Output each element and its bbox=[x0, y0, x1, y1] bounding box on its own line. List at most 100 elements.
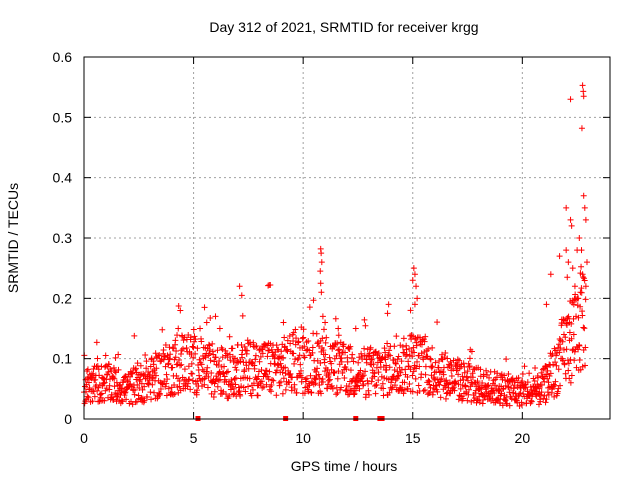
x-tick-label: 10 bbox=[295, 430, 311, 446]
data-point bbox=[280, 319, 287, 326]
data-point bbox=[198, 361, 205, 368]
data-point bbox=[452, 380, 459, 387]
data-point bbox=[531, 377, 538, 384]
data-point bbox=[282, 364, 289, 371]
data-point bbox=[179, 345, 186, 352]
data-point bbox=[413, 342, 420, 349]
data-point bbox=[143, 365, 150, 372]
data-point bbox=[359, 356, 366, 363]
data-point bbox=[567, 216, 574, 223]
data-point bbox=[223, 391, 230, 398]
data-point bbox=[252, 352, 259, 359]
data-point bbox=[151, 369, 158, 376]
data-point bbox=[474, 378, 481, 385]
data-point bbox=[315, 371, 322, 378]
data-point bbox=[414, 358, 421, 365]
data-point bbox=[280, 375, 287, 382]
data-point bbox=[392, 360, 399, 367]
data-point bbox=[505, 370, 512, 377]
data-point bbox=[566, 375, 573, 382]
data-point bbox=[328, 360, 335, 367]
data-point bbox=[538, 389, 545, 396]
data-point bbox=[204, 384, 211, 391]
data-point bbox=[279, 369, 286, 376]
data-point bbox=[386, 347, 393, 354]
data-point bbox=[113, 379, 120, 386]
data-point bbox=[334, 375, 341, 382]
data-point bbox=[432, 359, 439, 366]
data-point bbox=[139, 386, 146, 393]
data-point bbox=[431, 375, 438, 382]
data-point bbox=[333, 391, 340, 398]
data-point bbox=[494, 396, 501, 403]
data-point bbox=[285, 367, 292, 374]
data-point bbox=[326, 354, 333, 361]
data-point bbox=[562, 334, 569, 341]
data-point bbox=[581, 277, 588, 284]
data-point bbox=[394, 356, 401, 363]
data-point bbox=[208, 390, 215, 397]
data-point bbox=[539, 366, 546, 373]
data-point bbox=[400, 335, 407, 342]
x-tick-label: 15 bbox=[405, 430, 421, 446]
data-point bbox=[580, 324, 587, 331]
plot-frame bbox=[83, 56, 611, 420]
data-point bbox=[565, 367, 572, 374]
data-point bbox=[350, 358, 357, 365]
data-point bbox=[411, 362, 418, 369]
data-point bbox=[277, 378, 284, 385]
data-point bbox=[402, 366, 409, 373]
data-point bbox=[429, 344, 436, 351]
data-point bbox=[362, 322, 369, 329]
data-point bbox=[227, 386, 234, 393]
data-point bbox=[286, 379, 293, 386]
data-point bbox=[203, 319, 210, 326]
data-point bbox=[210, 394, 217, 401]
data-point bbox=[391, 343, 398, 350]
data-point bbox=[84, 366, 91, 373]
data-point bbox=[407, 366, 414, 373]
data-point bbox=[306, 304, 313, 311]
data-point bbox=[149, 381, 156, 388]
data-point bbox=[358, 350, 365, 357]
data-point bbox=[328, 382, 335, 389]
data-point bbox=[322, 351, 329, 358]
data-point bbox=[145, 369, 152, 375]
data-point bbox=[528, 398, 535, 405]
data-point bbox=[339, 370, 346, 377]
data-point bbox=[196, 356, 203, 363]
data-point bbox=[181, 366, 188, 373]
data-point bbox=[491, 368, 498, 375]
data-point bbox=[410, 265, 417, 272]
data-point bbox=[321, 359, 328, 366]
data-point bbox=[134, 360, 141, 367]
data-point bbox=[541, 392, 548, 399]
data-point bbox=[518, 401, 525, 408]
data-point bbox=[227, 357, 234, 364]
data-point bbox=[112, 369, 119, 376]
data-point bbox=[367, 356, 374, 363]
data-point bbox=[255, 373, 262, 380]
data-point bbox=[429, 363, 436, 370]
data-point bbox=[352, 325, 359, 332]
data-point bbox=[434, 319, 441, 326]
data-point bbox=[425, 377, 432, 384]
data-point bbox=[263, 367, 270, 374]
data-point bbox=[391, 367, 398, 374]
data-point bbox=[538, 369, 545, 376]
data-point bbox=[276, 382, 283, 389]
data-point bbox=[124, 377, 131, 384]
data-point bbox=[149, 375, 156, 382]
data-point bbox=[334, 389, 341, 396]
data-point bbox=[355, 359, 362, 366]
data-point bbox=[371, 370, 378, 377]
data-point bbox=[568, 222, 575, 229]
data-point bbox=[580, 93, 587, 100]
data-point bbox=[399, 343, 406, 350]
data-point bbox=[91, 393, 98, 400]
data-point bbox=[547, 271, 554, 278]
data-point bbox=[301, 343, 308, 350]
data-point bbox=[178, 347, 185, 354]
data-point bbox=[454, 361, 461, 368]
